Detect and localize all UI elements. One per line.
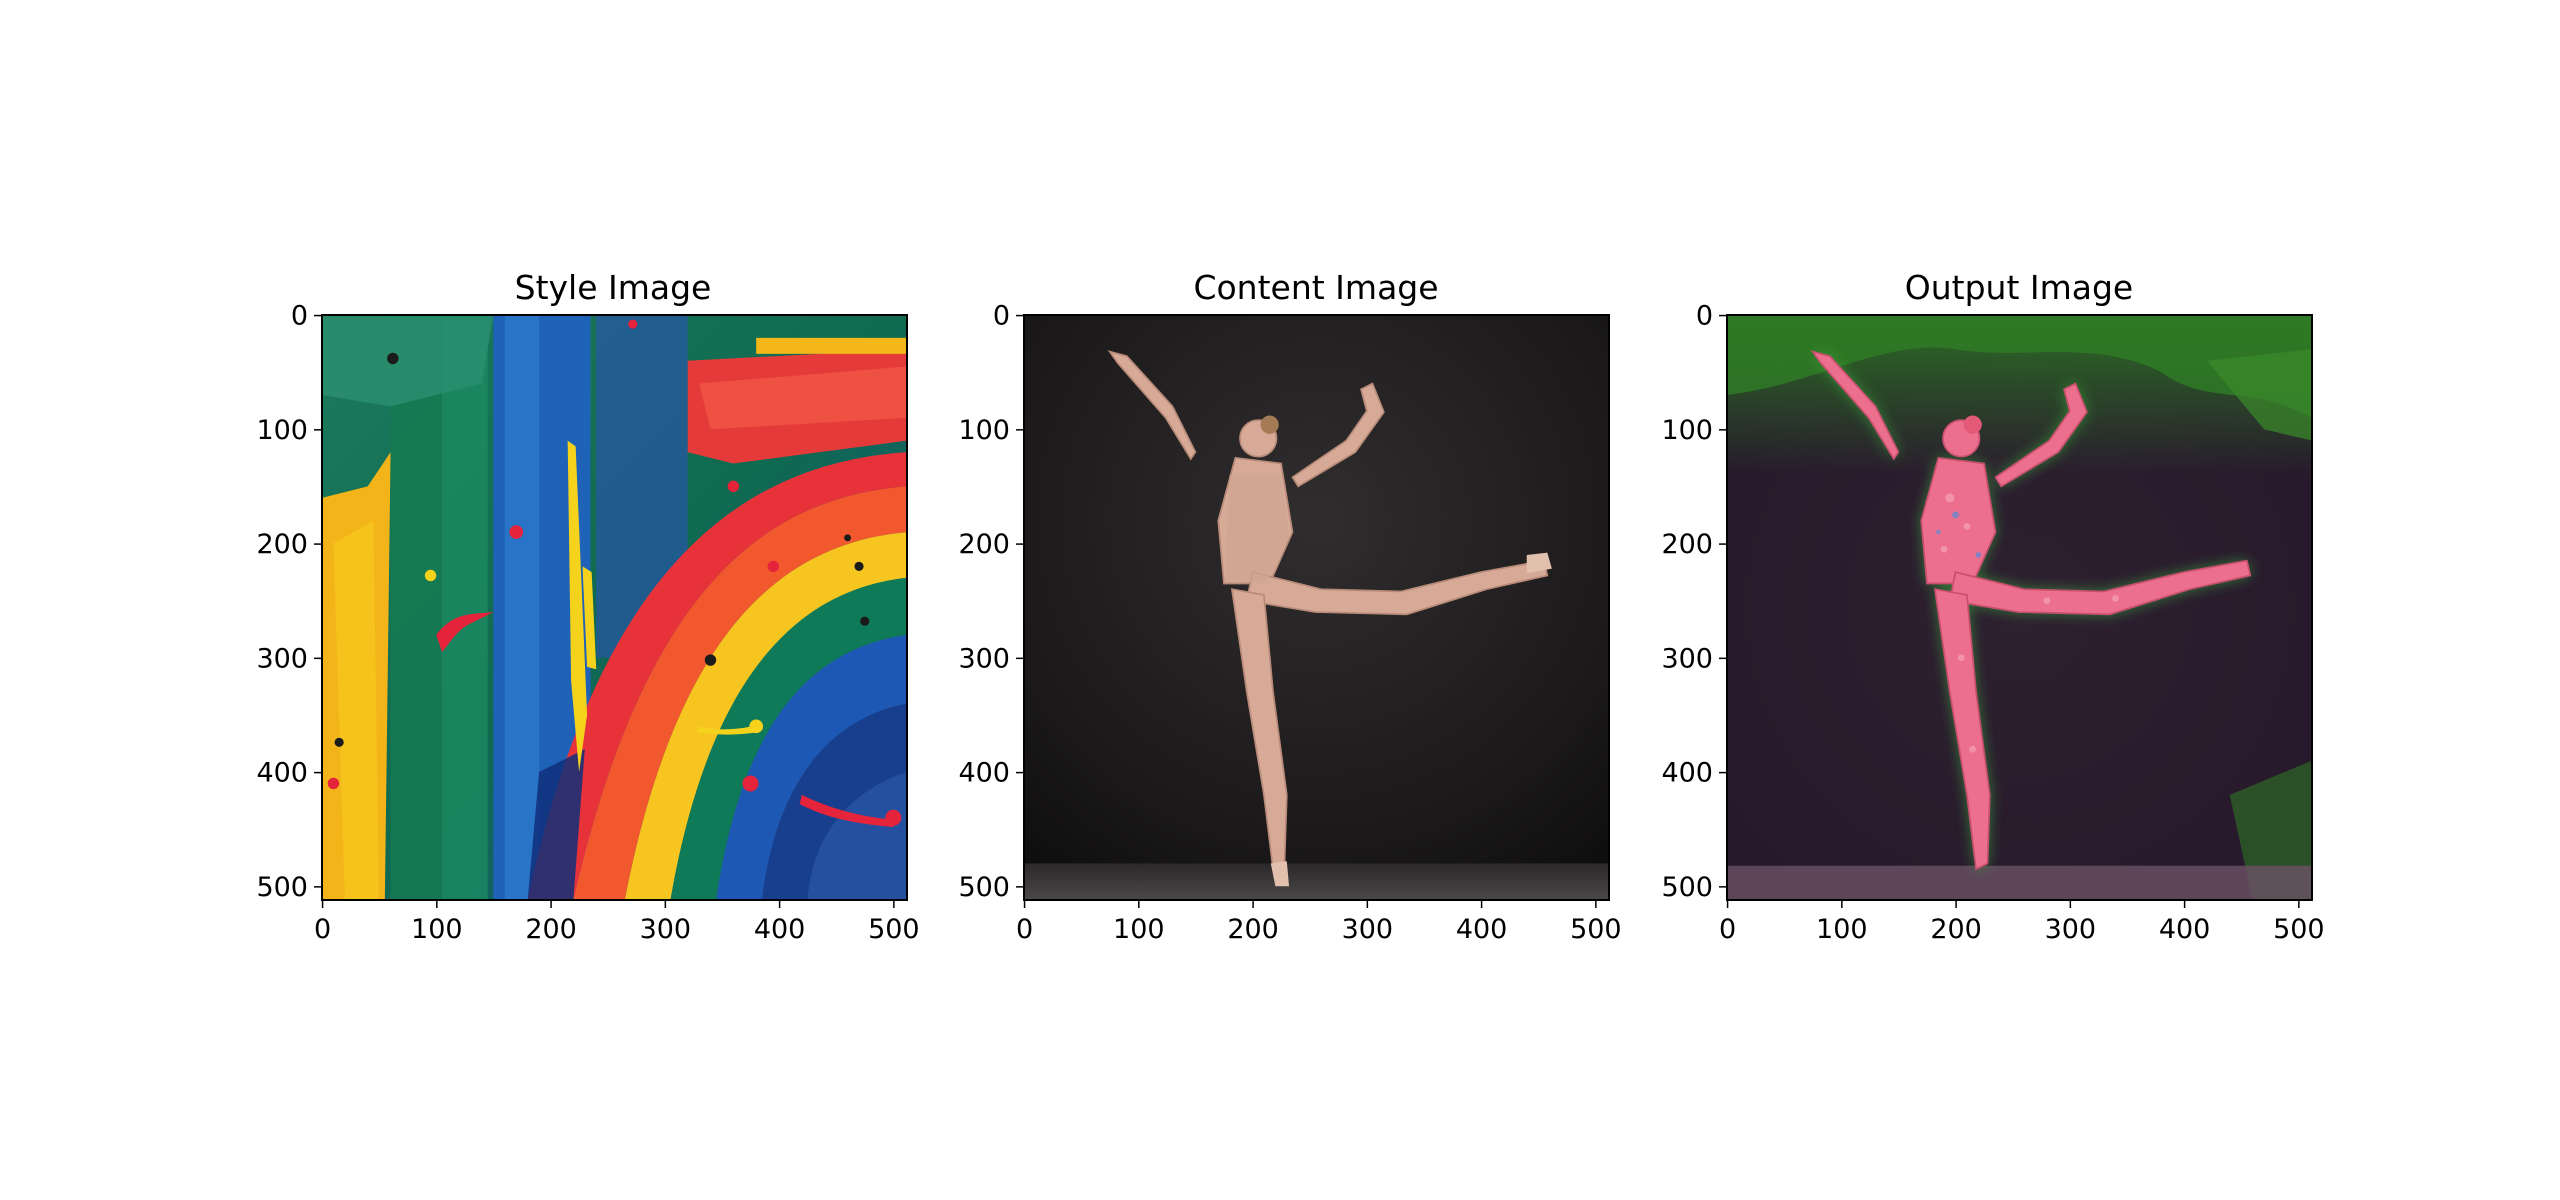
y-tick-label: 200	[256, 529, 308, 560]
x-tick-label: 300	[1342, 914, 1394, 945]
y-tick-label: 500	[958, 872, 1010, 903]
panel-title: Content Image	[1193, 268, 1438, 307]
y-tick-label: 0	[291, 301, 308, 332]
y-tick-label: 300	[958, 643, 1010, 674]
x-axis: 0 100 200 300 400 500	[1719, 900, 2325, 945]
y-tick-label: 0	[993, 301, 1010, 332]
x-tick-label: 300	[640, 914, 692, 945]
panel-style: Style Image	[256, 268, 919, 945]
x-tick-label: 500	[2273, 914, 2325, 945]
x-tick-label: 0	[314, 914, 331, 945]
y-tick-label: 100	[958, 415, 1010, 446]
content-image	[1024, 315, 1609, 900]
x-tick-label: 100	[1113, 914, 1165, 945]
y-tick-label: 100	[256, 415, 308, 446]
x-tick-label: 0	[1016, 914, 1033, 945]
x-axis: 0 100 200 300 400 500	[314, 900, 920, 945]
panel-content: Content Image	[958, 268, 1621, 945]
x-tick-label: 200	[525, 914, 577, 945]
panel-title: Style Image	[515, 268, 712, 307]
y-tick-label: 300	[1661, 643, 1713, 674]
y-tick-label: 500	[1661, 872, 1713, 903]
x-tick-label: 300	[2045, 914, 2097, 945]
y-axis: 0 100 200 300 400 500	[1661, 301, 1727, 903]
y-tick-label: 400	[256, 758, 308, 789]
y-tick-label: 400	[958, 758, 1010, 789]
y-tick-label: 200	[1661, 529, 1713, 560]
y-tick-label: 300	[256, 643, 308, 674]
x-tick-label: 400	[1456, 914, 1508, 945]
x-tick-label: 200	[1930, 914, 1982, 945]
x-tick-label: 0	[1719, 914, 1736, 945]
y-axis: 0 100 200 300 400 500	[256, 301, 322, 903]
x-tick-label: 400	[754, 914, 806, 945]
x-axis: 0 100 200 300 400 500	[1016, 900, 1622, 945]
y-axis: 0 100 200 300 400 500	[958, 301, 1024, 903]
x-tick-label: 500	[868, 914, 920, 945]
style-image	[322, 315, 907, 900]
y-tick-label: 100	[1661, 415, 1713, 446]
output-image	[1727, 315, 2312, 900]
x-tick-label: 100	[1816, 914, 1868, 945]
x-tick-label: 200	[1227, 914, 1279, 945]
x-tick-label: 400	[2159, 914, 2211, 945]
y-tick-label: 0	[1696, 301, 1713, 332]
x-tick-label: 500	[1570, 914, 1622, 945]
panel-output: Output Image	[1661, 268, 2324, 945]
y-tick-label: 500	[256, 872, 308, 903]
x-tick-label: 100	[411, 914, 463, 945]
y-tick-label: 400	[1661, 758, 1713, 789]
y-tick-label: 200	[958, 529, 1010, 560]
panel-title: Output Image	[1905, 268, 2133, 307]
